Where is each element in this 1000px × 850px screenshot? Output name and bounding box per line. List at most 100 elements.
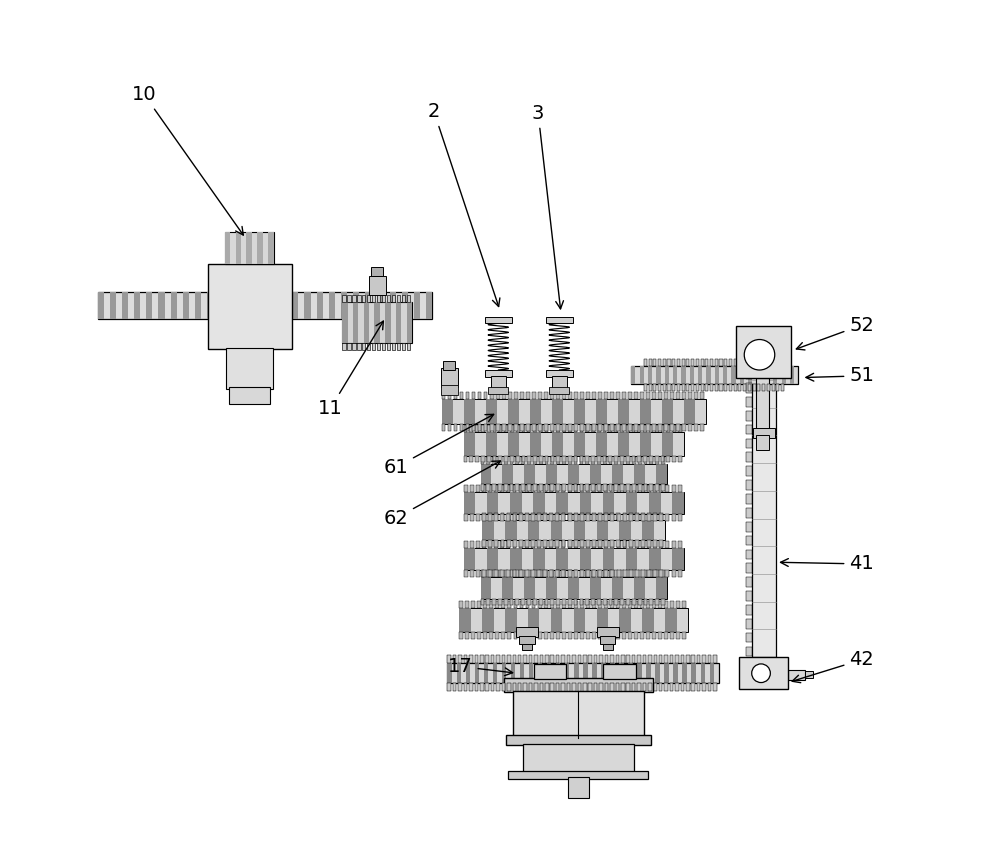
Bar <box>655 484 659 491</box>
Bar <box>643 456 647 462</box>
Bar <box>665 570 669 576</box>
Bar <box>604 632 608 638</box>
Bar <box>574 424 578 431</box>
Bar <box>598 601 602 608</box>
Bar <box>697 683 700 691</box>
Bar <box>537 541 541 548</box>
Bar <box>550 570 554 576</box>
Bar <box>488 485 492 492</box>
Text: 42: 42 <box>792 650 874 683</box>
Bar <box>746 577 752 587</box>
Bar <box>580 632 584 638</box>
Bar <box>550 457 554 464</box>
Bar <box>609 570 612 576</box>
Bar <box>545 456 548 462</box>
Bar <box>475 663 479 683</box>
Bar <box>568 457 572 464</box>
Bar <box>545 457 548 464</box>
Bar <box>701 384 704 391</box>
Bar <box>638 484 642 491</box>
Bar <box>507 541 511 547</box>
Bar <box>640 392 644 399</box>
Bar <box>673 366 677 384</box>
Bar <box>652 392 656 399</box>
Bar <box>691 359 694 366</box>
Text: 62: 62 <box>383 461 500 528</box>
Bar <box>492 484 496 491</box>
Bar <box>609 457 612 464</box>
Bar <box>550 392 554 399</box>
Bar <box>371 268 383 276</box>
Bar <box>527 484 531 491</box>
Bar <box>552 376 567 388</box>
Bar <box>514 424 518 431</box>
Bar <box>598 541 602 547</box>
Bar <box>491 376 506 388</box>
Bar <box>496 424 500 431</box>
Bar <box>470 514 474 521</box>
Bar <box>229 387 270 404</box>
Bar <box>526 424 530 431</box>
Bar <box>492 570 496 576</box>
Bar <box>597 520 608 541</box>
Bar <box>510 484 513 491</box>
Bar <box>491 655 494 663</box>
Bar <box>489 601 493 608</box>
Bar <box>549 513 553 520</box>
Bar <box>551 520 562 541</box>
Bar <box>567 655 570 663</box>
Bar <box>598 514 602 521</box>
Bar <box>556 663 560 683</box>
Bar <box>532 601 535 608</box>
Bar <box>486 598 490 605</box>
Bar <box>646 601 650 608</box>
Bar <box>568 570 572 576</box>
Bar <box>466 392 469 399</box>
Bar <box>110 292 116 319</box>
Bar <box>649 484 653 491</box>
Bar <box>482 485 486 492</box>
Bar <box>591 425 595 432</box>
Bar <box>622 424 626 431</box>
Bar <box>469 456 473 462</box>
Bar <box>659 513 663 520</box>
Bar <box>637 663 642 683</box>
Bar <box>464 683 467 691</box>
Bar <box>532 392 536 399</box>
Bar <box>494 485 498 492</box>
Bar <box>464 514 468 521</box>
Bar <box>635 541 639 547</box>
Bar <box>656 464 667 484</box>
Bar <box>268 292 274 319</box>
Bar <box>665 608 677 632</box>
Bar <box>610 514 614 521</box>
Bar <box>475 456 479 462</box>
Bar <box>580 484 583 491</box>
Bar <box>510 570 513 576</box>
Bar <box>696 384 699 391</box>
Bar <box>459 632 463 638</box>
Bar <box>628 424 632 431</box>
Bar <box>493 425 496 432</box>
Bar <box>729 359 732 366</box>
Bar <box>367 343 370 350</box>
Bar <box>678 456 682 462</box>
Bar <box>374 302 380 343</box>
Bar <box>619 608 631 632</box>
Bar <box>678 514 682 521</box>
Bar <box>597 608 608 632</box>
Bar <box>697 655 700 663</box>
Bar <box>507 513 511 520</box>
Bar <box>644 457 647 464</box>
Bar <box>580 548 591 570</box>
Bar <box>746 480 752 490</box>
Bar <box>603 456 606 462</box>
Bar <box>158 292 165 319</box>
Bar <box>496 683 500 691</box>
Bar <box>649 598 653 605</box>
Bar <box>513 485 516 492</box>
Bar <box>521 570 525 576</box>
Bar <box>562 513 565 520</box>
Bar <box>638 457 642 464</box>
Bar <box>488 570 492 576</box>
